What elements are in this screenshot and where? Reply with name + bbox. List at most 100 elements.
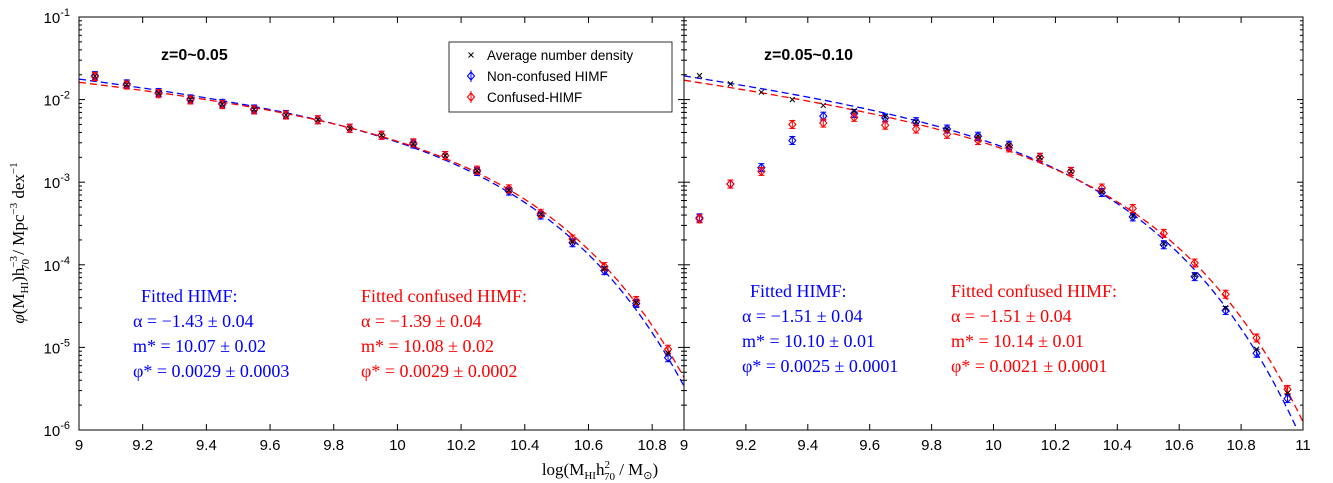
fit-annotation-line: α = −1.43 ± 0.04 — [133, 311, 254, 331]
panel-title: z=0.05~0.10 — [764, 47, 853, 64]
data-point-confused — [695, 214, 704, 224]
fit-annotation-line: φ* = 0.0029 ± 0.0002 — [361, 361, 517, 381]
data-point-average — [123, 81, 130, 88]
data-point-average — [851, 108, 858, 114]
data-point-average — [1160, 240, 1167, 247]
y-tick-label: 10-6 — [44, 420, 70, 440]
data-point-average — [1191, 272, 1198, 278]
data-point-confused — [1159, 228, 1168, 239]
x-tick-labels: 9 9.2 9.4 9.6 9.8 10 10.2 10.4 10.6 10.8 9 9.2 9.4 9.… — [75, 437, 1311, 454]
data-point-non-confused — [788, 135, 797, 146]
fit-annotation-title: Fitted HIMF: — [750, 281, 847, 301]
data-point-confused — [1190, 258, 1199, 268]
data-point-average — [1098, 189, 1105, 195]
data-point-confused — [973, 135, 983, 146]
data-point-average — [378, 132, 385, 139]
x-tick-label: 11 — [1295, 437, 1311, 454]
data-point-confused — [218, 99, 227, 110]
data-point-average — [155, 90, 162, 96]
panel-z-high: z=0.05~0.10 Fitted HIMF: α = −1.51 ± 0.04 m… — [684, 47, 1303, 430]
data-point-confused — [440, 150, 450, 161]
fit-annotation-title: Fitted confused HIMF: — [951, 281, 1117, 301]
data-point-average — [1253, 346, 1260, 353]
y-tick-label: 10-1 — [44, 7, 70, 27]
x-tick-label: 9.4 — [196, 437, 217, 454]
x-tick-label: 10.2 — [447, 437, 476, 454]
fit-curve — [79, 81, 684, 378]
data-point-average — [219, 101, 226, 108]
x-tick-label: 9.8 — [921, 437, 942, 454]
data-point-average — [1068, 168, 1074, 175]
fit-curve — [684, 75, 1299, 430]
plot-frame — [78, 16, 1304, 431]
data-point-confused — [568, 234, 577, 244]
data-point-confused — [788, 119, 797, 130]
y-tick-label: 10-4 — [44, 255, 70, 275]
data-point-confused — [942, 129, 952, 140]
y-tick-label: 10-5 — [44, 337, 70, 357]
y-tick-label: 10-3 — [44, 172, 70, 192]
fit-annotation-line: m* = 10.07 ± 0.02 — [133, 336, 266, 356]
data-point-confused — [819, 118, 828, 128]
legend-box — [448, 41, 673, 113]
x-tick-label: 9.2 — [735, 437, 756, 454]
x-tick-label: 10 — [389, 437, 406, 454]
data-point-confused — [1221, 289, 1230, 300]
data-point-average — [314, 116, 321, 123]
legend-label: Average number density — [487, 48, 633, 63]
x-tick-label: 10.8 — [638, 437, 667, 454]
fit-annotation-line: φ* = 0.0029 ± 0.0003 — [133, 361, 289, 381]
data-point-average — [789, 96, 796, 103]
data-point-average — [665, 350, 671, 357]
fit-annotation-title: Fitted HIMF: — [141, 286, 238, 306]
axes-frame — [78, 16, 1304, 431]
y-tick-label: 10-2 — [44, 90, 70, 110]
data-point-confused — [911, 124, 921, 134]
data-point-average — [506, 187, 512, 194]
x-tick-label: 10.6 — [1165, 437, 1194, 454]
x-tick-label: 10.4 — [1103, 437, 1132, 454]
data-point-average — [758, 89, 765, 96]
data-point-average — [1129, 213, 1136, 219]
x-tick-label: 9.6 — [260, 437, 281, 454]
x-tick-label: 9.4 — [797, 437, 818, 454]
legend-marker — [468, 52, 474, 58]
fit-annotation-line: m* = 10.14 ± 0.01 — [951, 331, 1084, 351]
data-point-average — [442, 152, 449, 159]
data-point-non-confused — [1128, 212, 1138, 222]
data-point-average — [633, 299, 640, 306]
legend: Average number density Non-confused HIMF C… — [448, 41, 673, 113]
data-point-confused — [281, 110, 291, 120]
data-point-confused — [726, 179, 735, 189]
legend-marker — [466, 92, 476, 102]
legend-label: Confused-HIMF — [487, 90, 582, 105]
x-tick-label: 9 — [680, 437, 688, 454]
panel-z-low: z=0~0.05 Fitted HIMF: α = −1.43 ± 0.04 m* =… — [79, 47, 684, 387]
data-point-average — [944, 126, 950, 132]
x-tick-label: 10.6 — [574, 437, 603, 454]
fit-annotation-line: φ* = 0.0025 ± 0.0001 — [742, 356, 898, 376]
data-point-average — [601, 265, 608, 272]
data-point-average — [882, 113, 889, 120]
data-point-average — [1284, 390, 1291, 396]
data-point-average — [1037, 154, 1043, 161]
data-point-average — [1006, 142, 1012, 149]
data-point-average — [283, 112, 289, 118]
data-point-average — [569, 238, 576, 245]
x-tick-label: 9.8 — [323, 437, 344, 454]
x-tick-label: 9 — [75, 437, 83, 454]
data-point-confused — [757, 166, 766, 177]
legend-marker — [466, 71, 476, 81]
data-point-confused — [880, 120, 890, 131]
fit-annotation-line: m* = 10.08 ± 0.02 — [361, 336, 494, 356]
legend-label: Non-confused HIMF — [487, 69, 608, 84]
data-point-non-confused — [1190, 271, 1199, 282]
data-point-average — [1222, 305, 1229, 311]
data-point-average — [346, 125, 353, 132]
fit-annotation-line: α = −1.51 ± 0.04 — [951, 306, 1072, 326]
y-tick-labels: 10-1 10-2 10-3 10-4 10-5 10-6 — [44, 7, 70, 440]
x-tick-label: 10.2 — [1041, 437, 1070, 454]
data-point-average — [820, 102, 827, 109]
y-axis-label: φ(MHI)h−370 / Mpc−3 dex−1 — [8, 162, 32, 323]
